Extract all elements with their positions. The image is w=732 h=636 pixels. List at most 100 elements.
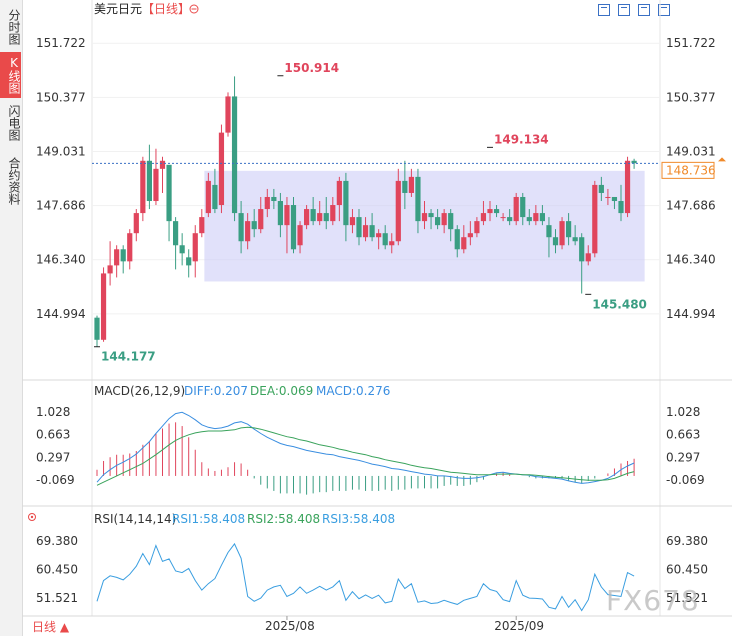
candle-body [264,196,270,210]
tab-contract-info[interactable]: 合约资料 [7,157,21,205]
macd-label: MACD(26,12,9) [94,384,185,398]
rsi3-label: RSI3:58.408 [322,512,395,526]
rsi-tick-right: 51.521 [666,591,708,605]
fit-icon[interactable] [618,4,631,16]
rsi-tick-right: 60.450 [666,563,708,577]
candle-body [467,233,473,238]
candle-body [389,241,395,246]
annotation-label: 144.177 [101,350,156,364]
tab-time-sharing[interactable]: 分时图 [7,9,21,45]
candle-body [205,180,211,214]
candle-body [323,213,329,222]
candle-body [592,184,598,254]
last-price-badge [661,161,715,179]
candle-body [133,213,139,234]
rsi-settings-icon[interactable] [28,513,36,521]
last-price-arrow-icon [718,157,726,162]
candle-body [611,196,618,202]
candles [94,76,637,347]
candle-body [474,221,480,234]
candle-body [579,237,585,262]
price-lines: 148.736 [92,157,726,179]
candle-body [107,265,113,274]
candle-body [493,209,500,214]
candle-body [146,160,152,202]
candle-body [114,249,120,266]
candle-body [461,237,467,250]
macd-tick-right: 0.297 [666,450,700,464]
candle-body [120,249,126,262]
tab-flash-chart[interactable]: 闪电图 [7,105,21,141]
rsi-tick-left: 60.450 [36,563,78,577]
candle-body [140,160,146,214]
candle-body [212,184,218,210]
candle-body [336,180,342,206]
chart-period: 【日线】 [142,2,190,16]
candle-body [566,221,572,238]
price-tick-right: 151.722 [666,36,716,50]
price-tick-right: 149.031 [666,144,716,158]
watermark: FX678 [606,584,700,617]
crosshair-icon[interactable] [598,4,610,16]
chart-toolbar [598,0,673,16]
candle-body [480,213,487,222]
candle-body [585,253,591,262]
candle-body [435,217,441,226]
text-icon[interactable] [638,4,651,16]
price-tick-labels: 151.722 151.722 150.377 150.377 149.031 149.0… [36,36,716,321]
rsi-tick-right: 69.380 [666,534,708,548]
candle-body [297,225,303,246]
settings-icon[interactable] [189,4,199,14]
candle-body [199,217,205,234]
macd-tick-right: 1.028 [666,405,700,419]
candle-body [310,209,316,222]
x-tick-label: 2025/08 [265,619,315,633]
candle-body [330,205,336,222]
candle-body [520,196,526,218]
macd-diff-label: DIFF:0.207 [184,384,248,398]
candle-body [533,213,539,222]
candle-body [153,168,159,202]
candle-body [572,237,578,242]
fullscreen-icon[interactable] [658,4,671,16]
macd-tick-right: 0.663 [666,428,700,442]
candle-body [376,233,382,238]
candle-body [218,132,225,206]
candle-body [192,233,198,262]
macd-tick-left: 1.028 [36,405,70,419]
candle-body [382,233,388,246]
candle-body [277,201,283,226]
annotation-label: 150.914 [284,61,339,75]
candle-body [349,217,356,226]
tab-k-line[interactable]: K线图 [0,52,21,98]
period-selector[interactable]: 日线 ▲ [32,620,70,634]
price-tick-left: 147.686 [36,199,86,213]
candle-body [369,225,375,238]
candle-body [539,213,545,222]
price-tick-left: 144.994 [36,307,86,321]
candle-body [290,205,297,250]
candle-body [526,217,532,222]
candle-body [500,217,506,219]
price-tick-left: 149.031 [36,144,86,158]
candle-body [421,213,428,222]
chart-symbol: 美元日元 [94,2,142,16]
candle-body [231,96,238,214]
candle-body [513,196,519,222]
macd-tick-right: -0.069 [666,473,705,487]
price-tick-right: 150.377 [666,90,716,104]
price-tick-right: 146.340 [666,253,716,267]
price-annotations: 150.914 149.134 145.480 144.177 [94,61,647,364]
candle-body [441,213,447,226]
rsi-plot: 69.380 69.380 60.450 60.450 51.521 51.521 [36,534,708,612]
candle-body [487,209,493,214]
price-tick-right: 144.994 [666,307,716,321]
candle-body [598,184,604,193]
candle-body [238,213,244,242]
candle-body [245,221,251,242]
rsi-tick-left: 51.521 [36,591,78,605]
candle-body [605,196,611,198]
candle-body [415,176,421,222]
rsi-line [96,542,635,612]
